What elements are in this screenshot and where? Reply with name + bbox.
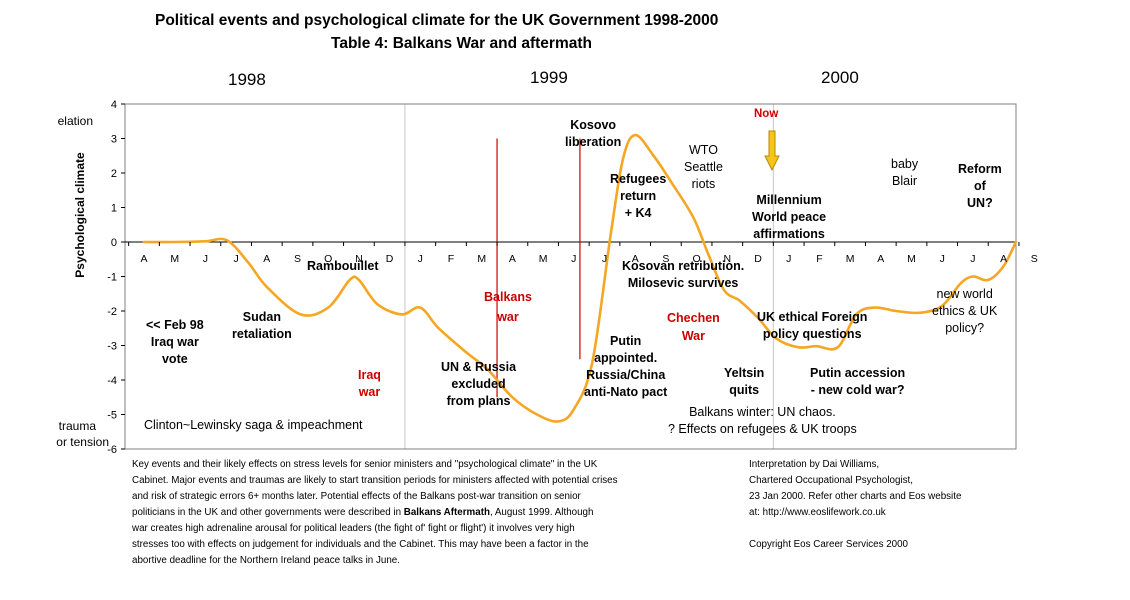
year-label-1999: 1999	[530, 68, 568, 87]
x-tick-label: N	[355, 253, 363, 265]
event-putin-accession: Putin accession - new cold war?	[810, 366, 906, 397]
x-tick-label: A	[509, 253, 516, 265]
x-tick-label: A	[632, 253, 639, 265]
y-tick-label: 0	[111, 237, 117, 249]
x-tick-label: J	[970, 253, 975, 265]
series-line-psychological-climate	[142, 133, 1018, 423]
trauma-label: trauma	[58, 419, 96, 433]
y-tick-label: -6	[107, 444, 117, 456]
y-tick-label: -1	[107, 272, 117, 284]
event-chechen-war: Chechen War	[667, 311, 720, 343]
event-putin-appointed: Putin appointed. Russia/China anti-Nato pac…	[584, 334, 668, 399]
y-tick-label: 4	[111, 99, 117, 111]
x-tick-label: J	[786, 253, 791, 265]
x-tick-label: A	[263, 253, 270, 265]
event-kosovan-retribution: Kosovan retribution. Milosevic survives	[622, 259, 745, 290]
y-tick-label: -3	[107, 341, 117, 353]
x-tick-label: O	[324, 253, 332, 265]
event-iraq-war: Iraq war	[358, 368, 381, 399]
event-clinton-lewinsky: Clinton~Lewinsky saga & impeachment	[144, 418, 363, 432]
event-yeltsin-quits: Yeltsin quits	[724, 366, 765, 397]
event-balkans-war: Balkans war	[484, 290, 532, 324]
event-kosovo-liberation: Kosovo liberation	[565, 118, 622, 149]
footnote-right: Interpretation by Dai Williams, Chartere…	[749, 459, 962, 550]
x-tick-label: A	[877, 253, 884, 265]
y-tick-label: -4	[107, 375, 117, 387]
x-tick-label: F	[448, 253, 454, 265]
y-tick-label: -5	[107, 410, 117, 422]
x-tick-label: O	[693, 253, 701, 265]
event-wto-riots: WTO Seattle riots	[684, 143, 723, 191]
year-label-2000: 2000	[821, 68, 859, 87]
x-tick-label: S	[294, 253, 301, 265]
x-tick-label: J	[571, 253, 576, 265]
year-label-1998: 1998	[228, 70, 266, 89]
x-tick-label: M	[907, 253, 916, 265]
x-tick-label: M	[846, 253, 855, 265]
x-tick-label: N	[724, 253, 732, 265]
x-tick-label: A	[140, 253, 147, 265]
y-tick-label: 1	[111, 203, 117, 215]
x-tick-label: J	[233, 253, 238, 265]
y-tick-label: 3	[111, 134, 117, 146]
event-refugees-return: Refugees return + K4	[610, 172, 667, 220]
x-tick-label: J	[602, 253, 607, 265]
chart-title: Political events and psychological clima…	[155, 12, 719, 29]
event-rambouillet: Rambouillet	[307, 259, 379, 273]
elation-label: elation	[57, 114, 93, 128]
tension-label: or tension	[56, 435, 109, 449]
y-tick-label: -2	[107, 306, 117, 318]
event-balkans-winter: Balkans winter: UN chaos.? Effects on re…	[668, 405, 857, 436]
x-tick-label: M	[170, 253, 179, 265]
x-tick-label: F	[816, 253, 822, 265]
x-tick-label: J	[203, 253, 208, 265]
x-tick-label: S	[1031, 253, 1038, 265]
x-tick-label: D	[386, 253, 394, 265]
x-tick-label: S	[662, 253, 669, 265]
y-tick-label: 2	[111, 168, 117, 180]
event-iraq-war-vote: << Feb 98 Iraq war vote	[146, 318, 204, 366]
event-new-world-ethics: new world ethics & UK policy?	[932, 287, 998, 335]
x-tick-label: A	[1000, 253, 1007, 265]
event-reform-un: Reform of UN?	[958, 162, 1002, 210]
chart-subtitle: Table 4: Balkans War and aftermath	[331, 35, 592, 52]
x-tick-label: D	[754, 253, 762, 265]
event-millennium: Millennium World peace affirmations	[752, 193, 827, 241]
x-tick-label: J	[940, 253, 945, 265]
x-tick-label: J	[418, 253, 423, 265]
x-tick-label: M	[539, 253, 548, 265]
event-now: Now	[754, 108, 779, 120]
event-uk-ethical-policy: UK ethical Foreign policy questions	[757, 310, 868, 341]
x-tick-label: M	[477, 253, 486, 265]
now-arrow-icon	[764, 130, 780, 172]
footnote-left: Key events and their likely effects on s…	[132, 459, 618, 566]
event-sudan-retaliation: Sudan retaliation	[232, 310, 292, 341]
event-baby-blair: baby Blair	[891, 157, 919, 188]
event-un-russia-excluded: UN & Russia excluded from plans	[441, 360, 517, 408]
